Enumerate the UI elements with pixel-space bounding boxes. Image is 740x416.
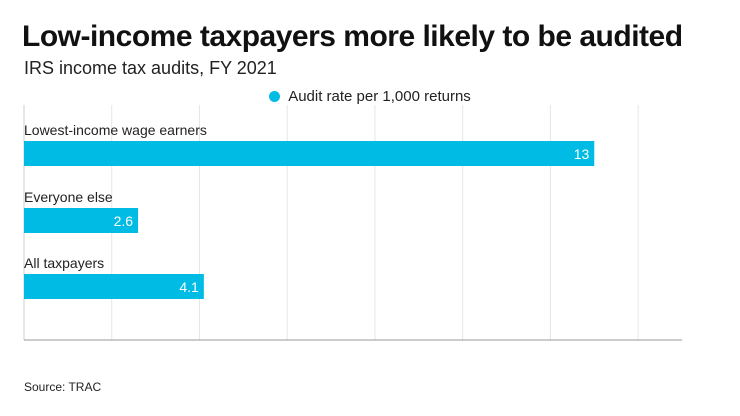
- legend-label: Audit rate per 1,000 returns: [288, 88, 471, 105]
- data-label: 4.1: [179, 279, 199, 295]
- category-label: Lowest-income wage earners: [24, 122, 207, 138]
- category-label: Everyone else: [24, 189, 113, 205]
- bar: [24, 274, 204, 299]
- chart-title: Low-income taxpayers more likely to be a…: [22, 20, 683, 53]
- data-label: 13: [574, 146, 590, 162]
- legend: Audit rate per 1,000 returns: [0, 88, 740, 105]
- source-note: Source: TRAC: [24, 380, 102, 394]
- chart-subtitle: IRS income tax audits, FY 2021: [24, 58, 277, 78]
- legend-marker: [269, 91, 281, 102]
- bar: [24, 141, 595, 166]
- category-label: All taxpayers: [24, 255, 104, 271]
- data-label: 2.6: [114, 213, 134, 229]
- bar: [24, 208, 139, 233]
